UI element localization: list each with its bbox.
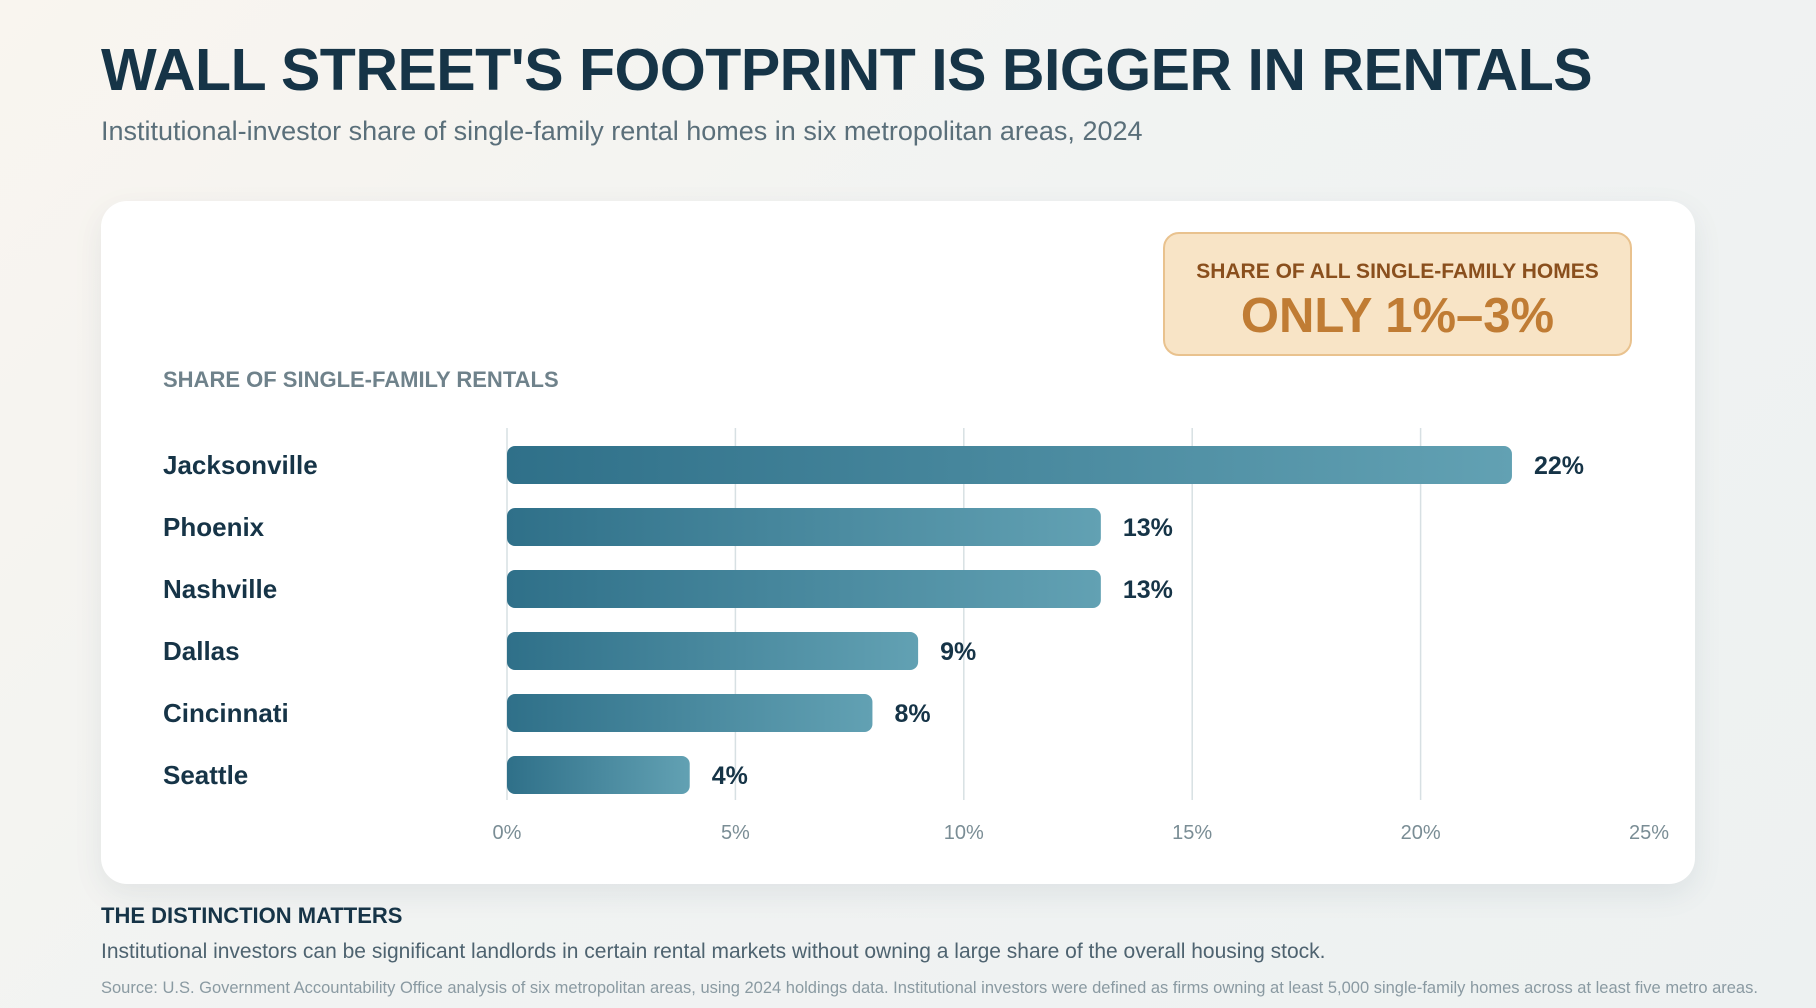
callout-box: SHARE OF ALL SINGLE-FAMILY HOMES ONLY 1%… [1163, 232, 1632, 356]
bar-jacksonville [507, 446, 1512, 484]
callout-value: ONLY 1%–3% [1240, 289, 1555, 343]
value-label: 22% [1534, 452, 1584, 480]
bar-nashville [507, 570, 1101, 608]
x-tick-label: 0% [493, 822, 522, 844]
chart-heading: SHARE OF SINGLE-FAMILY RENTALS [163, 367, 559, 392]
value-label: 4% [712, 762, 748, 790]
value-label: 13% [1123, 514, 1173, 542]
category-label: Jacksonville [163, 450, 318, 480]
x-tick-label: 10% [944, 822, 984, 844]
category-label: Seattle [163, 760, 248, 790]
callout-label: SHARE OF ALL SINGLE-FAMILY HOMES [1196, 260, 1599, 283]
x-tick-label: 15% [1172, 822, 1212, 844]
footer-text: Institutional investors can be significa… [101, 940, 1326, 963]
source-note: Source: U.S. Government Accountability O… [101, 979, 1758, 997]
value-label: 9% [940, 638, 976, 666]
value-label: 13% [1123, 576, 1173, 604]
category-label: Dallas [163, 636, 240, 666]
bar-dallas [507, 632, 919, 670]
x-tick-label: 5% [721, 822, 750, 844]
value-label: 8% [894, 700, 930, 728]
bar-seattle [507, 756, 690, 794]
category-label: Nashville [163, 574, 277, 604]
category-label: Phoenix [163, 512, 265, 542]
bar-chart: 0% 5% 10% 15% 20% 25% Jacksonville 22% Phoenix 13… [163, 428, 1669, 844]
category-label: Cincinnati [163, 698, 289, 728]
x-tick-label: 25% [1629, 822, 1669, 844]
bar-cincinnati [507, 694, 873, 732]
x-tick-label: 20% [1401, 822, 1441, 844]
page-subtitle: Institutional-investor share of single-f… [101, 116, 1143, 146]
page-title: WALL STREET'S FOOTPRINT IS BIGGER IN REN… [101, 37, 1593, 103]
footer-heading: THE DISTINCTION MATTERS [101, 903, 403, 928]
bar-phoenix [507, 508, 1101, 546]
